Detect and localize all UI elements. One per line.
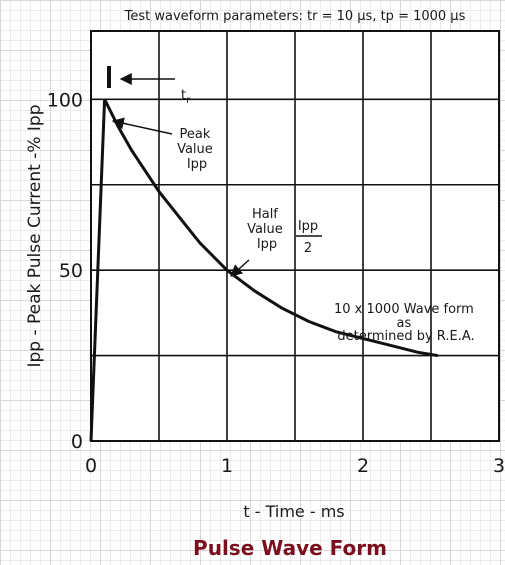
peak-value-arrow	[111, 117, 173, 135]
half-value-label: Half Value Ipp	[247, 207, 287, 252]
x-tick-label: 1	[221, 455, 233, 477]
waveform-note: 10 x 1000 Wave form as determined by R.E…	[334, 302, 478, 344]
waveform-series-line	[89, 98, 439, 442]
plot-grid	[91, 31, 499, 441]
y-tick-label: 50	[59, 260, 83, 282]
x-tick-label: 2	[357, 455, 369, 477]
plot-frame	[90, 30, 500, 442]
x-tick-label: 3	[493, 455, 505, 477]
chart-subtitle: Pulse Wave Form	[193, 536, 387, 560]
y-tick-label: 100	[47, 89, 83, 111]
chart-title: Test waveform parameters: tr = 10 μs, tp…	[124, 9, 466, 24]
y-tick-labels: 0 50 100	[47, 89, 83, 453]
x-axis-label: t - Time - ms	[243, 502, 344, 521]
y-tick-label: 0	[71, 431, 83, 453]
x-tick-labels: 0 1 2 3	[85, 455, 505, 477]
y-axis-label: Ipp - Peak Pulse Current -% Ipp	[25, 104, 45, 367]
rise-time-marker	[107, 66, 111, 88]
half-value-arrow	[230, 259, 250, 277]
fraction-numerator: Ipp	[298, 219, 318, 234]
rise-time-label: tr	[181, 88, 191, 106]
fraction-denominator: 2	[304, 241, 312, 256]
peak-value-label: Peak Value Ipp	[177, 127, 217, 172]
x-tick-label: 0	[85, 455, 97, 477]
